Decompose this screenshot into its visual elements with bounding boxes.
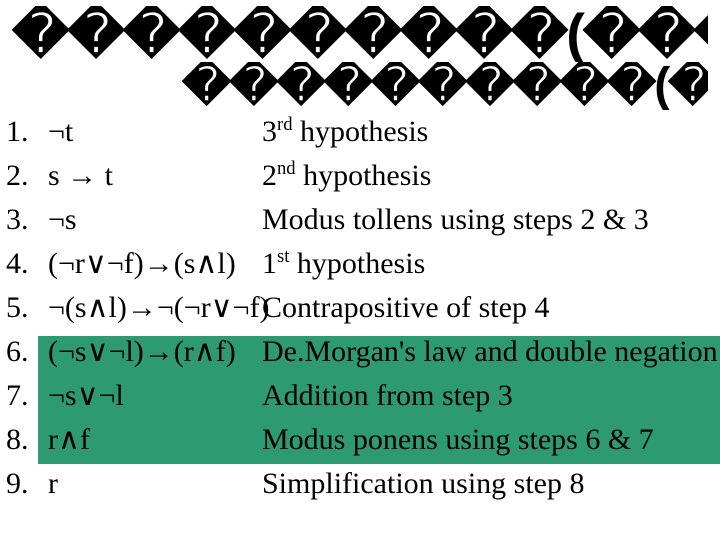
step-expression: (¬r∨¬f)→(s∧l)	[48, 242, 258, 286]
title-line-2: ����������(�����	[182, 62, 708, 110]
step-reason: 1st hypothesis	[262, 242, 720, 286]
step-number: 2.	[6, 154, 44, 198]
table-row: 9. r Simplification using step 8	[0, 462, 720, 506]
step-number: 7.	[6, 374, 44, 418]
step-reason: Addition from step 3	[262, 374, 720, 418]
step-expression: ¬t	[48, 110, 258, 154]
step-expression: ¬s	[48, 198, 258, 242]
step-number: 4.	[6, 242, 44, 286]
step-expression: (¬s∨¬l)→(r∧f)	[48, 330, 258, 374]
step-reason: Contrapositive of step 4	[262, 286, 720, 330]
table-row: 1. ¬t 3rd hypothesis	[0, 110, 720, 154]
step-expression: s → t	[48, 154, 258, 198]
step-reason: Modus ponens using steps 6 & 7	[262, 418, 720, 462]
step-number: 3.	[6, 198, 44, 242]
table-row: 3. ¬s Modus tollens using steps 2 & 3	[0, 198, 720, 242]
step-expression: r∧f	[48, 418, 258, 462]
step-reason: De.Morgan's law and double negation law	[262, 330, 720, 374]
proof-list: 1. ¬t 3rd hypothesis 2. s → t 2nd hypoth…	[0, 110, 720, 506]
step-reason: Simplification using step 8	[262, 462, 720, 506]
title-line-1: ����������(������	[12, 6, 708, 62]
step-reason: Modus tollens using steps 2 & 3	[262, 198, 720, 242]
step-number: 5.	[6, 286, 44, 330]
step-reason: 2nd hypothesis	[262, 154, 720, 198]
table-row: 5. ¬(s∧l)→¬(¬r∨¬f) Contrapositive of ste…	[0, 286, 720, 330]
step-number: 6.	[6, 330, 44, 374]
step-reason: 3rd hypothesis	[262, 110, 720, 154]
table-row: 6. (¬s∨¬l)→(r∧f) De.Morgan's law and dou…	[0, 330, 720, 374]
table-row: 8. r∧f Modus ponens using steps 6 & 7	[0, 418, 720, 462]
table-row: 4. (¬r∨¬f)→(s∧l) 1st hypothesis	[0, 242, 720, 286]
step-number: 9.	[6, 462, 44, 506]
step-number: 1.	[6, 110, 44, 154]
step-expression: ¬(s∧l)→¬(¬r∨¬f)	[48, 286, 258, 330]
step-expression: r	[48, 462, 258, 506]
step-number: 8.	[6, 418, 44, 462]
table-row: 7. ¬s∨¬l Addition from step 3	[0, 374, 720, 418]
slide: 1. ¬t 3rd hypothesis 2. s → t 2nd hypoth…	[0, 0, 720, 540]
step-expression: ¬s∨¬l	[48, 374, 258, 418]
table-row: 2. s → t 2nd hypothesis	[0, 154, 720, 198]
